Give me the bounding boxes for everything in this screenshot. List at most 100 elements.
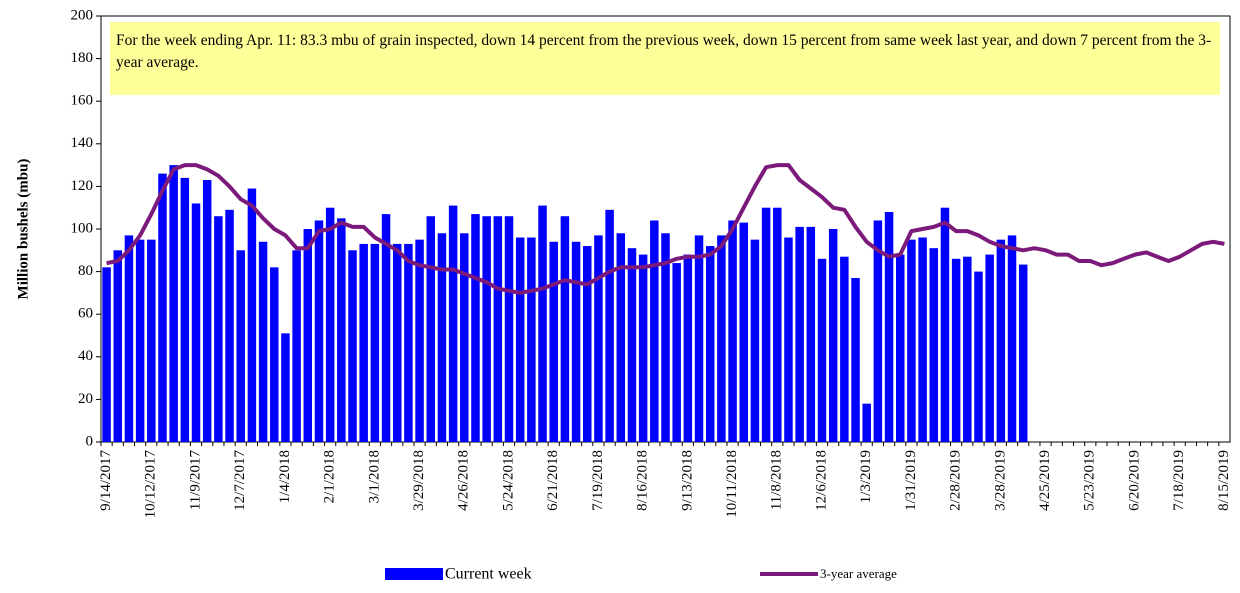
bar [169,165,178,442]
bar [370,243,380,442]
bar [247,188,257,442]
legend-swatch [385,568,443,580]
bar [180,177,190,442]
x-tick-label: 4/26/2018 [456,450,472,511]
bar [158,173,167,442]
bar [102,267,111,442]
x-tick-label: 7/19/2018 [590,450,606,511]
bar [448,205,458,442]
line [106,163,1225,295]
bar [381,214,391,442]
bar [135,239,145,442]
bar [560,216,570,442]
bar [773,207,782,442]
x-tick-label: 3/1/2018 [366,450,382,503]
bar [571,241,581,442]
x-tick-label: 10/12/2017 [143,450,159,519]
bar [504,216,514,442]
bar [672,263,681,442]
bar [717,235,726,442]
x-tick-label: 12/6/2018 [813,450,829,511]
annotation-box [110,22,1220,95]
bar [191,203,201,442]
bar [270,267,279,442]
bar [325,207,335,442]
y-tick-label: 80 [78,263,93,279]
bar [705,246,715,442]
x-tick-label: 3/29/2018 [411,450,427,511]
bar [605,209,614,442]
bar [627,248,637,442]
bar [292,250,301,442]
y-tick-label: 120 [71,178,94,194]
y-tick-label: 60 [78,306,93,322]
bar [337,218,346,442]
bar [214,216,223,442]
bar [1007,235,1017,442]
x-tick-label: 9/13/2018 [679,450,695,511]
bar [873,220,883,442]
bar [314,220,324,442]
x-tick-label: 11/8/2018 [769,450,785,510]
bar [147,239,156,442]
annotation: For the week ending Apr. 11: 83.3 mbu of… [116,32,1212,71]
y-tick-label: 160 [71,93,94,109]
bar [113,250,123,442]
bar [650,220,659,442]
bar [426,216,436,442]
x-tick-label: 8/15/2019 [1216,450,1232,511]
bar [918,237,927,442]
bar [862,403,871,442]
x-tick-label: 4/25/2019 [1037,450,1053,511]
bar [549,241,558,442]
x-tick-label: 12/7/2017 [232,450,248,511]
y-tick-label: 0 [86,433,94,449]
bar [415,239,424,442]
x-tick-label: 10/11/2018 [724,450,740,518]
bar [348,250,357,442]
bar [728,220,737,442]
bar [817,258,827,442]
x-tick-label: 6/21/2018 [545,450,561,511]
bar [460,233,469,442]
bar [828,229,838,442]
y-tick-label: 140 [71,135,94,151]
bar [594,235,603,442]
x-tick-label: 2/28/2019 [948,450,964,511]
y-tick-label: 100 [71,220,94,236]
bar [1018,264,1028,442]
y-tick-label: 20 [78,391,93,407]
bar [202,180,212,442]
bar [236,250,245,442]
bar [404,243,413,442]
x-tick-label: 6/20/2019 [1126,450,1142,511]
bar [940,207,950,442]
bar [996,239,1006,442]
y-axis-title: Million bushels (mbu) [15,159,31,300]
bar [974,271,983,442]
x-tick-label: 3/28/2019 [992,450,1008,511]
x-tick-label: 2/1/2018 [322,450,338,503]
x-tick-label: 1/4/2018 [277,450,293,503]
bar [437,233,447,442]
bar [694,235,704,442]
bar [851,277,860,442]
bar [895,254,905,442]
legend-label: 3-year average [820,566,897,581]
bar [795,226,804,442]
bar [739,222,748,442]
bar [907,239,916,442]
x-tick-label: 9/14/2017 [98,450,114,511]
bar [124,235,134,442]
bar [303,229,313,442]
bar [683,254,693,442]
bar [493,216,503,442]
bar [482,216,491,442]
bar [638,254,648,442]
bar [661,233,670,442]
bar [761,207,771,442]
bar [951,258,961,442]
x-tick-label: 8/16/2018 [635,450,651,511]
bar [784,237,793,442]
